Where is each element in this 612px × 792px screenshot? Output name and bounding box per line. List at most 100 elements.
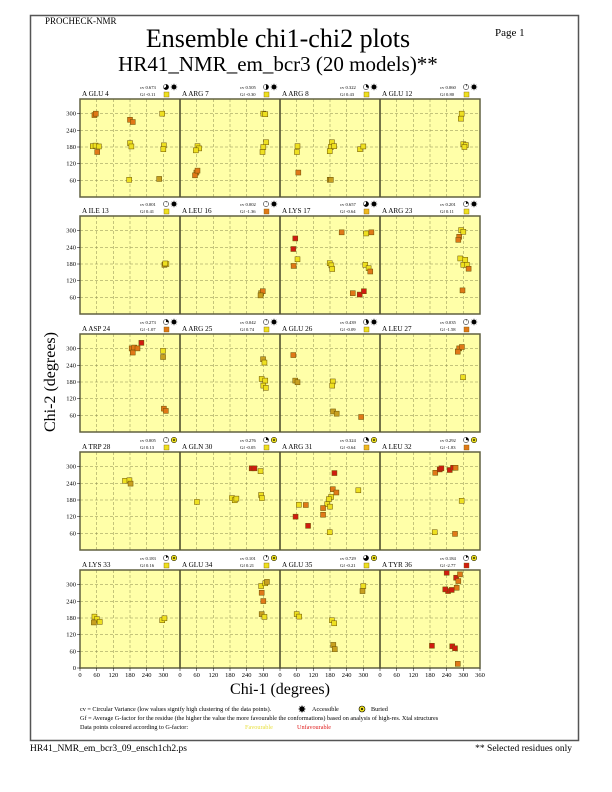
cv-pie-icon [163,319,169,325]
gf-color-swatch [263,444,270,451]
gf-value: Gf -2.77 [440,563,456,568]
gf-color-swatch [463,444,470,451]
data-point [360,143,367,150]
gf-value: Gf -0.11 [140,92,156,97]
data-point [290,263,297,269]
x-tick-label: 240 [142,672,152,679]
residue-label: A LYS 33 [82,561,111,569]
data-point [452,531,458,537]
panel-a-glu-4: A GLU 4 cv 0.673 Gf -0.11 [80,83,180,197]
x-tick-label: 240 [342,672,352,679]
data-point [462,257,469,263]
data-point [294,149,300,155]
legend: cv = Circular Variance (low values signi… [80,705,439,731]
gf-color-swatch [163,208,170,215]
data-point [192,172,198,179]
data-point [130,349,136,356]
data-point [438,465,445,472]
cv-pie-icon [363,555,369,561]
cv-value: cv 0.276 [240,438,257,443]
data-point [194,167,201,174]
x-tick-label: 120 [108,672,118,679]
residue-label: A ARG 8 [282,90,309,98]
gf-color-swatch [363,444,370,451]
data-point [455,348,461,355]
data-point [93,110,99,117]
buried-icon [370,554,378,562]
cv-pie-icon [163,437,169,443]
x-tick-label: 300 [458,672,468,679]
panel-a-asp-24: A ASP 24 cv 0.273 Gf -1.07 [80,318,180,432]
cv-value: cv 0.273 [140,320,157,325]
data-point [331,646,338,652]
data-point [126,177,132,183]
x-tick-label: 60 [293,672,300,679]
data-point [159,110,165,117]
panel-a-lys-33: A LYS 33 cv 0.183 Gf 0.16 [80,554,180,668]
accessible-icon [270,83,278,91]
data-point [329,382,335,389]
data-point [367,268,374,275]
cv-value: cv 0.042 [240,320,257,325]
data-point [294,256,301,263]
data-point [259,495,265,501]
data-point [460,229,467,235]
data-point [128,143,135,150]
cv-pie-icon [463,555,469,561]
data-point [455,578,462,584]
cv-value: cv 0.001 [140,202,157,207]
x-tick-label: 0 [78,672,81,679]
data-point [96,143,102,150]
x-tick-label: 60 [193,672,200,679]
panel-a-tyr-36: A TYR 36 cv 0.184 Gf -2.77 [380,554,480,668]
residue-label: A GLU 26 [282,325,313,333]
panel-a-glu-35: A GLU 35 cv 0.729 Gf -0.21 [280,554,380,668]
data-point [326,148,333,154]
cv-pie-icon [263,319,269,325]
gf-color-swatch [163,444,170,451]
legend-favourable: Favourable [245,724,273,731]
data-point [361,288,367,294]
data-point [290,246,297,252]
y-tick-label: 300 [66,464,76,471]
data-point [431,529,438,535]
data-point [331,143,337,149]
gf-color-swatch [463,91,470,98]
gf-value: Gf 0.16 [140,563,155,568]
data-point [258,589,265,596]
data-point [363,230,369,237]
y-tick-label: 60 [70,530,77,537]
buried-icon [270,436,278,444]
buried-icon [470,554,478,562]
data-point [452,465,459,471]
data-point [96,619,103,625]
accessible-icon [298,705,306,713]
data-point [327,503,333,510]
y-tick-label: 60 [70,294,77,301]
legend-unfavourable: Unfavourable [297,724,331,731]
cv-pie-icon [363,437,369,443]
gf-color-swatch [263,562,270,569]
data-point [360,583,367,589]
y-tick-label: 300 [66,582,76,589]
residue-label: A GLU 34 [182,561,213,569]
program-name: PROCHECK-NMR [45,16,117,26]
data-point [193,147,199,154]
data-point [260,144,267,150]
data-point [329,266,335,272]
page-number: Page 1 [495,27,525,39]
panel-a-arg-31: A ARG 31 cv 0.324 Gf -0.64 [280,436,380,550]
gf-color-swatch [463,208,470,215]
cv-pie-icon [463,437,469,443]
gf-value: Gf -0.05 [240,445,256,450]
residue-label: A ASP 24 [82,325,111,333]
panel-a-glu-12: A GLU 12 cv 0.060 Gf 0.80 [380,83,480,197]
data-point [160,146,167,152]
data-point [262,111,269,117]
residue-label: A GLU 12 [382,90,413,98]
gf-value: Gf -1.07 [140,327,156,332]
y-tick-label: 300 [66,346,76,353]
chart-title: Ensemble chi1-chi2 plots [146,24,410,53]
data-point [262,377,269,384]
